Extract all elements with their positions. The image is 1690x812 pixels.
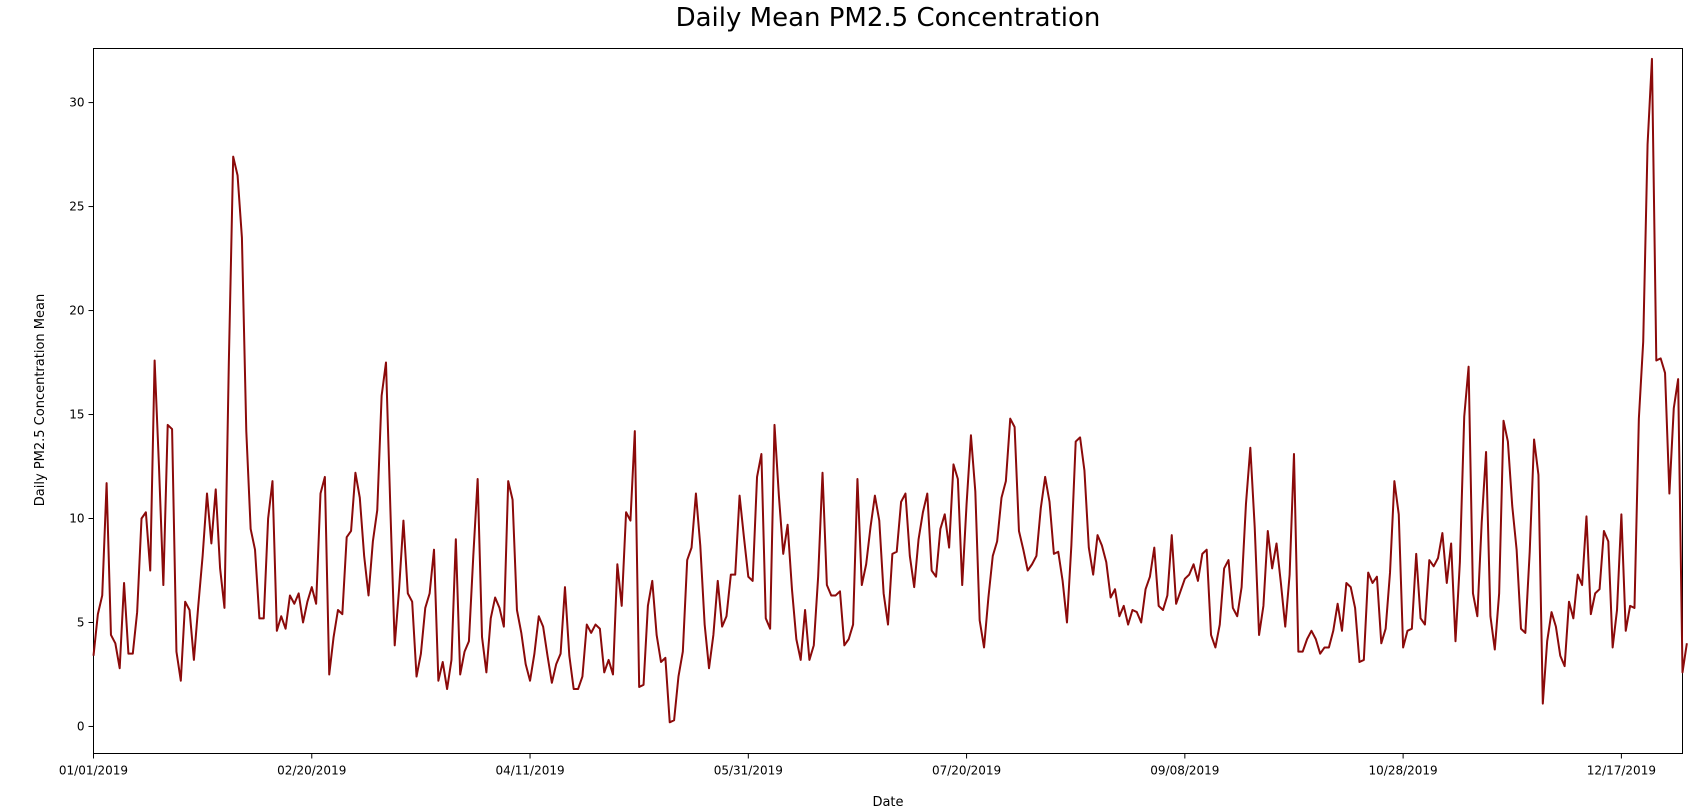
y-tick-label: 25 <box>69 200 84 214</box>
y-axis-label: Daily PM2.5 Concentration Mean <box>33 294 48 506</box>
x-tick-label: 05/31/2019 <box>714 764 783 778</box>
y-tick-label: 0 <box>77 719 85 733</box>
x-tick-label: 02/20/2019 <box>277 764 346 778</box>
x-tick-label: 07/20/2019 <box>932 764 1001 778</box>
y-tick-label: 15 <box>69 408 84 422</box>
x-axis-label: Date <box>872 795 903 810</box>
x-tick-label: 10/28/2019 <box>1369 764 1438 778</box>
y-tick-label: 10 <box>69 512 84 526</box>
plot-frame <box>93 48 1683 754</box>
x-axis-ticks: 01/01/2019 02/20/2019 04/11/2019 05/31/2019… <box>59 753 1656 778</box>
x-tick-label: 04/11/2019 <box>495 764 564 778</box>
y-axis-ticks: 0 5 10 15 20 25 30 <box>69 96 94 733</box>
x-tick-label: 01/01/2019 <box>59 764 128 778</box>
series-layer <box>92 57 1688 724</box>
y-tick-label: 30 <box>69 96 84 110</box>
y-tick-label: 20 <box>69 304 84 318</box>
chart-title: Daily Mean PM2.5 Concentration <box>676 3 1101 33</box>
x-tick-label: 09/08/2019 <box>1150 764 1219 778</box>
y-tick-label: 5 <box>77 615 85 629</box>
x-tick-label: 12/17/2019 <box>1587 764 1656 778</box>
series-line <box>92 57 1688 724</box>
